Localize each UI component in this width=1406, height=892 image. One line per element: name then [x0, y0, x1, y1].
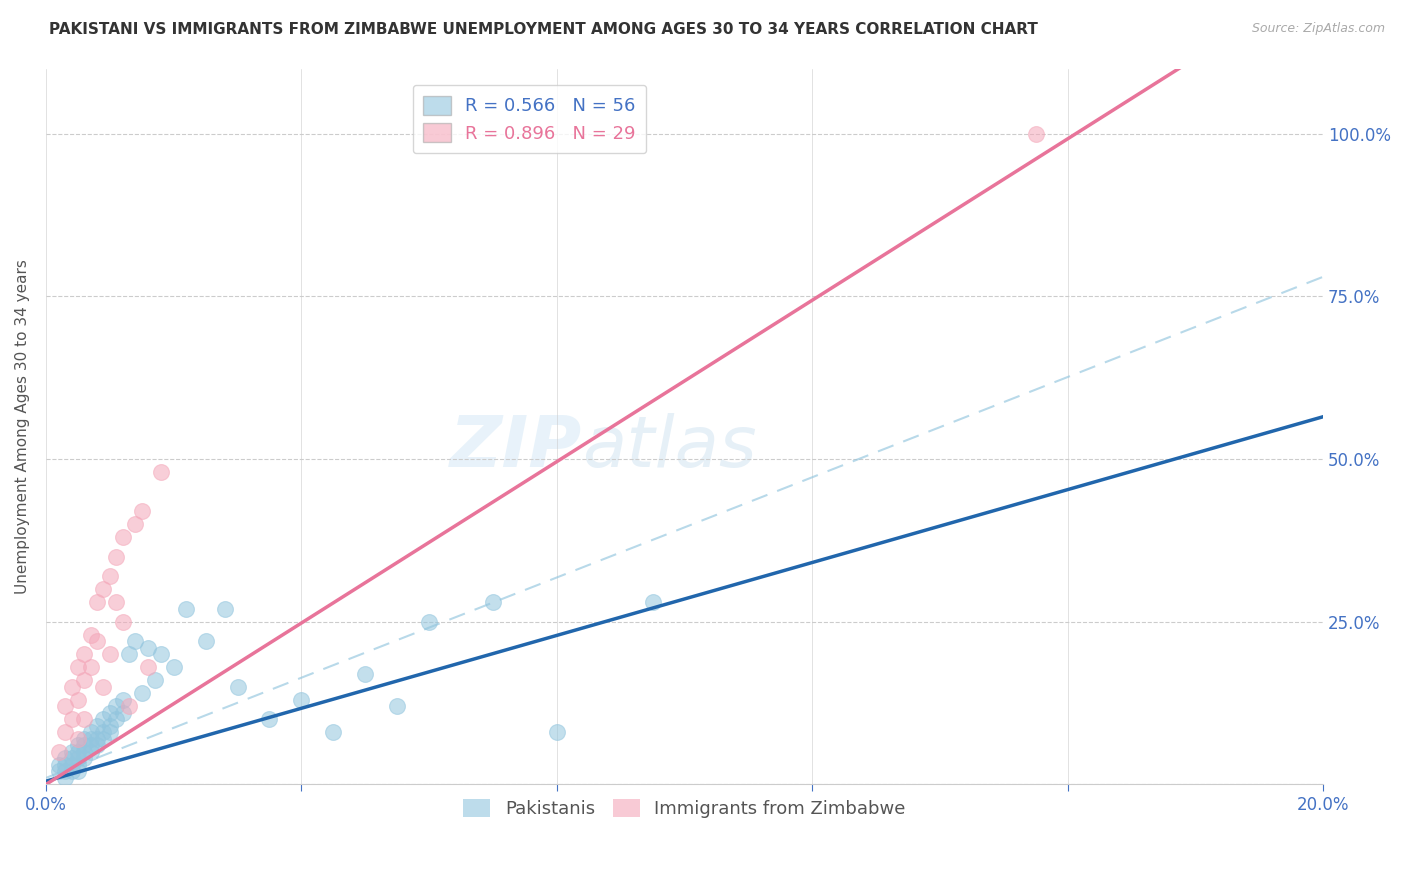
- Point: [136, 640, 159, 655]
- Point: [105, 595, 128, 609]
- Point: [226, 680, 249, 694]
- Point: [73, 647, 96, 661]
- Point: [60, 745, 83, 759]
- Point: [60, 764, 83, 779]
- Point: [53, 771, 76, 785]
- Point: [98, 647, 121, 661]
- Point: [98, 569, 121, 583]
- Point: [66, 751, 89, 765]
- Point: [79, 660, 101, 674]
- Point: [53, 725, 76, 739]
- Point: [73, 712, 96, 726]
- Point: [79, 731, 101, 746]
- Point: [131, 504, 153, 518]
- Point: [105, 699, 128, 714]
- Point: [73, 739, 96, 753]
- Point: [79, 725, 101, 739]
- Point: [111, 530, 134, 544]
- Point: [79, 628, 101, 642]
- Point: [98, 725, 121, 739]
- Point: [93, 712, 115, 726]
- Point: [86, 731, 108, 746]
- Point: [60, 751, 83, 765]
- Point: [53, 699, 76, 714]
- Point: [73, 745, 96, 759]
- Point: [111, 706, 134, 720]
- Point: [93, 582, 115, 597]
- Point: [93, 680, 115, 694]
- Point: [111, 693, 134, 707]
- Point: [79, 745, 101, 759]
- Point: [98, 706, 121, 720]
- Point: [163, 660, 186, 674]
- Point: [176, 601, 198, 615]
- Text: PAKISTANI VS IMMIGRANTS FROM ZIMBABWE UNEMPLOYMENT AMONG AGES 30 TO 34 YEARS COR: PAKISTANI VS IMMIGRANTS FROM ZIMBABWE UN…: [49, 22, 1038, 37]
- Point: [98, 719, 121, 733]
- Point: [259, 712, 281, 726]
- Point: [86, 595, 108, 609]
- Point: [73, 673, 96, 688]
- Point: [194, 634, 217, 648]
- Text: atlas: atlas: [582, 414, 756, 483]
- Point: [66, 660, 89, 674]
- Point: [60, 680, 83, 694]
- Point: [53, 758, 76, 772]
- Point: [93, 725, 115, 739]
- Legend: Pakistanis, Immigrants from Zimbabwe: Pakistanis, Immigrants from Zimbabwe: [456, 792, 912, 825]
- Text: Source: ZipAtlas.com: Source: ZipAtlas.com: [1251, 22, 1385, 36]
- Point: [124, 634, 146, 648]
- Point: [66, 739, 89, 753]
- Point: [546, 725, 568, 739]
- Point: [385, 699, 408, 714]
- Point: [66, 758, 89, 772]
- Point: [143, 673, 166, 688]
- Point: [86, 719, 108, 733]
- Text: ZIP: ZIP: [450, 414, 582, 483]
- Point: [93, 731, 115, 746]
- Point: [73, 751, 96, 765]
- Point: [53, 751, 76, 765]
- Point: [136, 660, 159, 674]
- Point: [86, 634, 108, 648]
- Point: [418, 615, 440, 629]
- Point: [149, 647, 172, 661]
- Point: [118, 699, 141, 714]
- Point: [482, 595, 505, 609]
- Point: [86, 739, 108, 753]
- Point: [60, 712, 83, 726]
- Point: [48, 758, 70, 772]
- Point: [354, 666, 377, 681]
- Point: [131, 686, 153, 700]
- Point: [66, 764, 89, 779]
- Point: [48, 745, 70, 759]
- Point: [111, 615, 134, 629]
- Point: [290, 693, 312, 707]
- Point: [124, 517, 146, 532]
- Point: [60, 758, 83, 772]
- Point: [214, 601, 236, 615]
- Y-axis label: Unemployment Among Ages 30 to 34 years: Unemployment Among Ages 30 to 34 years: [15, 259, 30, 594]
- Point: [1025, 127, 1047, 141]
- Point: [118, 647, 141, 661]
- Point: [66, 693, 89, 707]
- Point: [48, 764, 70, 779]
- Point: [53, 764, 76, 779]
- Point: [66, 745, 89, 759]
- Point: [322, 725, 344, 739]
- Point: [105, 712, 128, 726]
- Point: [105, 549, 128, 564]
- Point: [73, 731, 96, 746]
- Point: [149, 465, 172, 479]
- Point: [79, 739, 101, 753]
- Point: [641, 595, 664, 609]
- Point: [66, 731, 89, 746]
